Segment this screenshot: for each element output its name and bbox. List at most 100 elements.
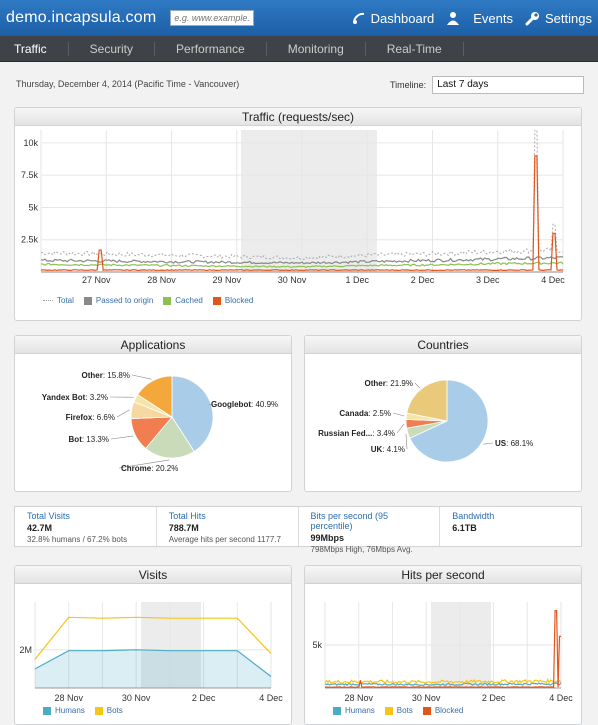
pie-leader <box>406 434 407 449</box>
stat-sub: 32.8% humans / 67.2% bots <box>27 535 144 544</box>
legend-item[interactable]: Humans <box>43 706 85 715</box>
pie-label-value: : 40.9% <box>251 400 278 409</box>
legend-swatch <box>95 707 103 715</box>
pie-label-value: : 20.2% <box>151 464 178 473</box>
pie-label: UK: 4.1% <box>371 445 405 454</box>
settings-link[interactable]: Settings <box>525 11 592 26</box>
pie-label: Googlebot: 40.9% <box>211 400 278 409</box>
pie-label-value: : 6.6% <box>92 413 115 422</box>
legend-item[interactable]: Blocked <box>423 706 463 715</box>
x-tick-label: 29 Nov <box>212 275 241 285</box>
pie-label: Bot: 13.3% <box>69 435 109 444</box>
legend-swatch <box>385 707 393 715</box>
report-date: Thursday, December 4, 2014 (Pacific Time… <box>16 79 239 89</box>
pie-label: Yandex Bot: 3.2% <box>42 393 108 402</box>
pie-label-name: Other <box>365 379 386 388</box>
pie-label-value: : 15.8% <box>103 371 130 380</box>
series-area-humans <box>35 650 271 688</box>
legend-label: Blocked <box>435 706 463 715</box>
legend-label: Bots <box>397 706 413 715</box>
pie-leader <box>132 375 152 379</box>
stat-title[interactable]: Total Visits <box>27 511 144 521</box>
stat-sub: Average hits per second 1177.7 <box>169 535 286 544</box>
pie-label: Other: 15.8% <box>82 371 130 380</box>
top-nav: Dashboard Events Settings <box>340 11 592 26</box>
legend-item[interactable]: Humans <box>333 706 375 715</box>
pie-label-value: : 21.9% <box>386 379 413 388</box>
wrench-icon <box>525 11 540 26</box>
timeline-select[interactable]: Last 7 days <box>432 76 584 94</box>
pie-label-name: UK <box>371 445 383 454</box>
legend-item[interactable]: Bots <box>95 706 123 715</box>
tab-traffic[interactable]: Traffic <box>0 42 69 56</box>
legend-swatch <box>43 300 53 301</box>
stat-value: 788.7M <box>169 523 286 533</box>
pie-leader <box>483 443 493 444</box>
countries-panel: Countries US: 68.1% UK: 4.1% Russian Fed..… <box>304 335 582 492</box>
applications-pie: Googlebot: 40.9% Chrome: 20.2% Bot: 13.3% F… <box>15 354 291 490</box>
dashboard-link[interactable]: Dashboard <box>352 11 435 26</box>
timeline-label: Timeline: <box>390 80 426 90</box>
stat-title[interactable]: Total Hits <box>169 511 286 521</box>
pie-label: Canada: 2.5% <box>339 409 391 418</box>
pie-label: Firefox: 6.6% <box>66 413 115 422</box>
x-tick-label: 2 Dec <box>192 693 216 703</box>
legend-item[interactable]: Passed to origin <box>84 296 153 305</box>
x-tick-label: 2 Dec <box>482 693 506 703</box>
tab-security[interactable]: Security <box>69 42 155 56</box>
pie-leader <box>415 383 420 388</box>
stat-value: 42.7M <box>27 523 144 533</box>
stat-title[interactable]: Bits per second (95 percentile) <box>311 511 428 531</box>
legend-label: Passed to origin <box>96 296 153 305</box>
x-tick-label: 30 Nov <box>122 693 151 703</box>
visits-legend: Humans Bots <box>43 706 291 715</box>
events-link[interactable]: Events <box>446 11 513 26</box>
legend-swatch <box>84 297 92 305</box>
countries-title: Countries <box>305 336 581 354</box>
legend-label: Blocked <box>225 296 253 305</box>
stat-sub: 798Mbps High, 76Mbps Avg. <box>311 545 428 554</box>
y-tick-label: 10k <box>23 138 38 148</box>
timeline-control: Timeline: Last 7 days <box>390 76 584 94</box>
pie-leader <box>117 410 130 417</box>
summary-stats: Total Visits 42.7M 32.8% humans / 67.2% … <box>14 506 582 547</box>
y-tick-label: 2M <box>19 645 32 655</box>
pie-label-name: Firefox <box>66 413 93 422</box>
legend-swatch <box>333 707 341 715</box>
pie-label: Russian Fed...: 3.4% <box>318 429 395 438</box>
pie-label-name: Russian Fed... <box>318 429 372 438</box>
stat-title[interactable]: Bandwidth <box>452 511 569 521</box>
legend-swatch <box>423 707 431 715</box>
legend-item[interactable]: Blocked <box>213 296 253 305</box>
pie-label: Chrome: 20.2% <box>121 464 178 473</box>
legend-label: Bots <box>107 706 123 715</box>
hits-title: Hits per second <box>305 566 581 584</box>
x-tick-label: 28 Nov <box>54 693 83 703</box>
applications-title: Applications <box>15 336 291 354</box>
pie-label-name: Yandex Bot <box>42 393 86 402</box>
site-search-input[interactable] <box>170 10 254 26</box>
dashboard-icon <box>352 11 366 25</box>
stat-total-hits: Total Hits 788.7M Average hits per secon… <box>157 507 299 546</box>
visits-title: Visits <box>15 566 291 584</box>
pie-label: US: 68.1% <box>495 439 533 448</box>
section-tabs: Traffic Security Performance Monitoring … <box>0 36 598 62</box>
pie-label-value: : 13.3% <box>82 435 109 444</box>
legend-item[interactable]: Bots <box>385 706 413 715</box>
traffic-title: Traffic (requests/sec) <box>15 108 581 126</box>
applications-panel: Applications Googlebot: 40.9% Chrome: 20.… <box>14 335 292 492</box>
stat-bandwidth: Bandwidth 6.1TB <box>440 507 581 546</box>
pie-leader <box>397 424 404 433</box>
tab-performance[interactable]: Performance <box>155 42 267 56</box>
tab-monitoring[interactable]: Monitoring <box>267 42 366 56</box>
settings-label: Settings <box>545 11 592 26</box>
y-tick-label: 5k <box>28 202 38 212</box>
site-logo[interactable]: demo.incapsula.com <box>6 9 156 27</box>
legend-item[interactable]: Cached <box>163 296 203 305</box>
top-bar: demo.incapsula.com Dashboard Events Sett… <box>0 0 598 36</box>
legend-item[interactable]: Total <box>43 296 74 305</box>
tab-real-time[interactable]: Real-Time <box>366 42 464 56</box>
